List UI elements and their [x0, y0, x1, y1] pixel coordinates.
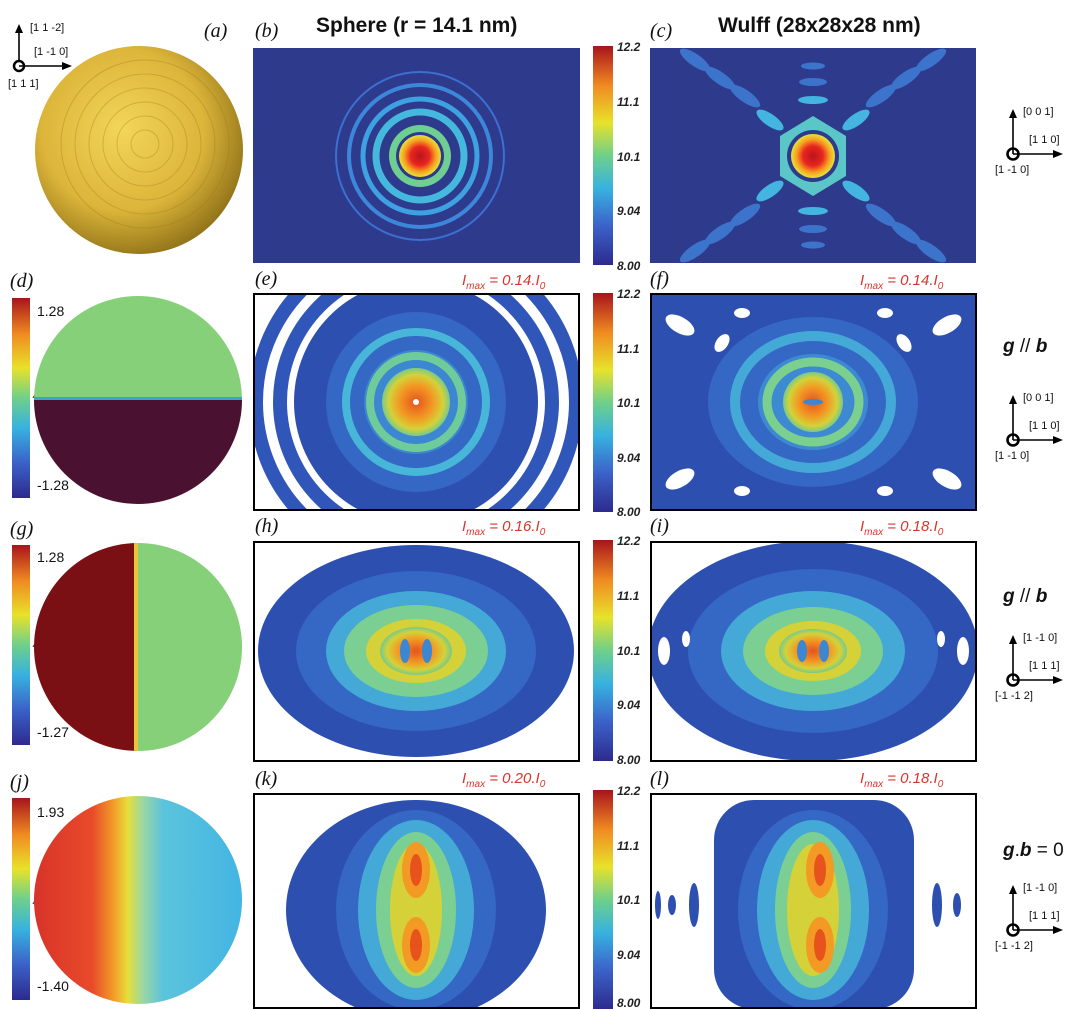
colorbar-tick: 8.00	[617, 996, 641, 1010]
colorbar-tick: 9.04	[617, 204, 641, 218]
sphere-diffraction-pattern	[253, 48, 580, 263]
strain-min-label: -1.28	[37, 477, 69, 493]
colorbar-tick: 8.00	[617, 505, 641, 519]
imax-label-e: Imax = 0.14.I0	[462, 272, 546, 292]
colorbar-tick: 12.2	[617, 287, 641, 301]
orientation-axes-row4: [1 -1 0] [1 1 1] [-1 -1 2]	[995, 880, 1069, 956]
orientation-axes-row1: [0 0 1] [1 1 0] [1 -1 0]	[995, 104, 1069, 180]
axis-out-label: [-1 -1 2]	[995, 690, 1033, 702]
strain-min-label: -1.27	[37, 724, 69, 740]
wulff-diffraction-pattern	[650, 48, 976, 263]
axis-right-label: [1 -1 0]	[34, 46, 69, 58]
strain-max-label: 1.28	[37, 549, 65, 565]
colorbar-tick: 10.1	[617, 644, 641, 658]
imax-label-f: Imax = 0.14.I0	[860, 272, 944, 292]
strain-min-label: -1.40	[37, 978, 69, 994]
axis-up-label: [1 -1 0]	[1023, 882, 1058, 894]
colorbar-row2	[593, 293, 613, 512]
axis-up-label: [0 0 1]	[1023, 106, 1054, 118]
strain-max-label: 1.93	[37, 804, 65, 820]
displacement-map-g	[33, 542, 243, 752]
colorbar-tick: 10.1	[617, 893, 641, 907]
colorbar-tick: 8.00	[617, 753, 641, 767]
displacement-map-d	[33, 295, 243, 505]
axes-arrows-icon	[1006, 885, 1063, 937]
colorbar-tick: 8.00	[617, 259, 641, 273]
panel-letter-a: (a)	[204, 20, 228, 42]
panel-letter-f: (f)	[650, 268, 669, 290]
axis-up-label: [0 0 1]	[1023, 392, 1054, 404]
strain-colorbar-d	[12, 298, 30, 498]
axes-arrows-icon	[12, 24, 72, 73]
colorbar-tick: 11.1	[617, 95, 640, 109]
orientation-axes-a: [1 1 -2] [1 -1 0] [1 1 1]	[6, 22, 116, 94]
axis-up-label: [1 1 -2]	[30, 22, 65, 34]
axis-out-label: [-1 -1 2]	[995, 940, 1033, 952]
sphere-diffraction-3d-k	[253, 793, 580, 1009]
sphere-diffraction-3d-e	[253, 293, 580, 511]
colorbar-tick: 9.04	[617, 948, 641, 962]
colorbar-row3	[593, 540, 613, 761]
axes-arrows-icon	[1006, 635, 1063, 687]
colorbar-tick: 10.1	[617, 396, 641, 410]
panel-letter-e: (e)	[255, 268, 278, 290]
imax-label-k: Imax = 0.20.I0	[462, 770, 546, 790]
axis-out-label: [1 1 1]	[8, 78, 39, 90]
condition-row4: g.b = 0	[1003, 840, 1064, 861]
colorbar-tick: 12.2	[617, 534, 641, 548]
condition-row2: g // b	[1003, 336, 1048, 357]
orientation-axes-row2: [0 0 1] [1 1 0] [1 -1 0]	[995, 390, 1069, 466]
axis-right-label: [1 1 1]	[1029, 660, 1060, 672]
strain-colorbar-g	[12, 545, 30, 745]
sphere-column-title: Sphere (r = 14.1 nm)	[316, 14, 518, 37]
axis-up-label: [1 -1 0]	[1023, 632, 1058, 644]
wulff-diffraction-3d-i	[650, 541, 977, 762]
panel-letter-k: (k)	[255, 768, 278, 790]
strain-max-label: 1.28	[37, 303, 65, 319]
colorbar-tick: 12.2	[617, 784, 641, 798]
panel-letter-j: (j)	[10, 771, 29, 793]
axes-arrows-icon	[1006, 109, 1063, 161]
wulff-diffraction-3d-f	[650, 293, 977, 511]
imax-label-l: Imax = 0.18.I0	[860, 770, 944, 790]
axis-right-label: [1 1 0]	[1029, 420, 1060, 432]
panel-letter-d: (d)	[10, 270, 34, 292]
strain-colorbar-j	[12, 798, 30, 1000]
colorbar-tick: 11.1	[617, 589, 640, 603]
axis-right-label: [1 1 0]	[1029, 134, 1060, 146]
condition-row3: g // b	[1003, 586, 1048, 607]
colorbar-tick: 9.04	[617, 698, 641, 712]
axis-out-label: [1 -1 0]	[995, 164, 1030, 176]
imax-label-i: Imax = 0.18.I0	[860, 518, 944, 538]
colorbar-tick: 9.04	[617, 451, 641, 465]
colorbar-tick: 11.1	[617, 839, 640, 853]
sphere-diffraction-3d-h	[253, 541, 580, 762]
sphere-atomic-model	[33, 44, 245, 256]
colorbar-tick: 11.1	[617, 342, 640, 356]
panel-letter-i: (i)	[650, 515, 669, 537]
wulff-column-title: Wulff (28x28x28 nm)	[718, 14, 921, 37]
colorbar-row4	[593, 790, 613, 1009]
imax-label-h: Imax = 0.16.I0	[462, 518, 546, 538]
colorbar-tick: 10.1	[617, 150, 641, 164]
panel-letter-c: (c)	[650, 20, 673, 42]
wulff-diffraction-3d-l	[650, 793, 977, 1009]
axis-out-label: [1 -1 0]	[995, 450, 1030, 462]
panel-letter-h: (h)	[255, 515, 279, 537]
axes-arrows-icon	[1006, 395, 1063, 447]
colorbar-row1	[593, 46, 613, 265]
panel-letter-b: (b)	[255, 20, 279, 42]
panel-letter-l: (l)	[650, 768, 669, 790]
colorbar-tick: 12.2	[617, 40, 641, 54]
orientation-axes-row3: [1 -1 0] [1 1 1] [-1 -1 2]	[995, 630, 1069, 706]
panel-letter-g: (g)	[10, 518, 34, 540]
axis-right-label: [1 1 1]	[1029, 910, 1060, 922]
displacement-map-j	[33, 795, 243, 1005]
